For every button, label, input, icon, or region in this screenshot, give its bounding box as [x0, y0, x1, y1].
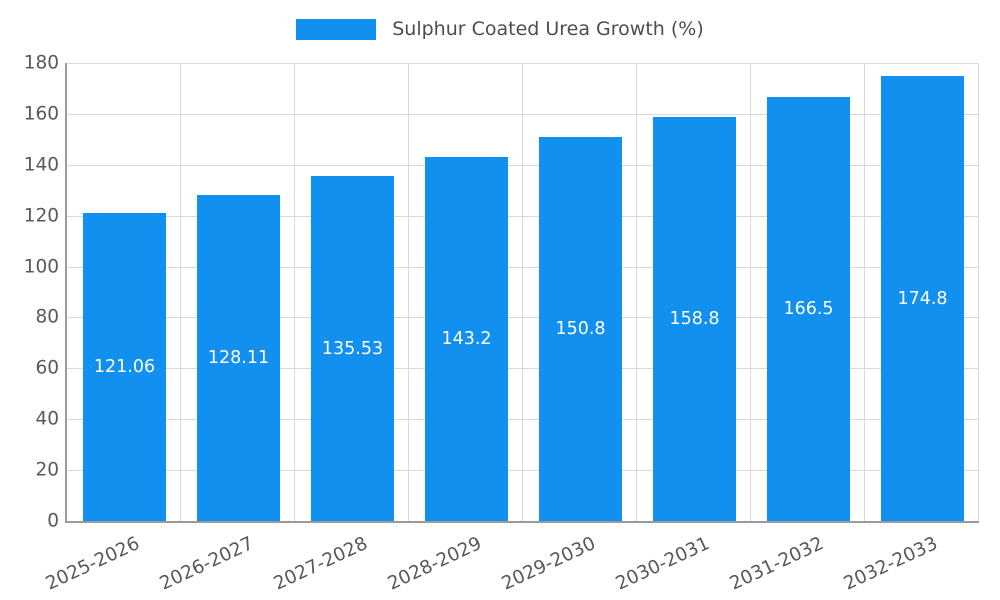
- x-axis-tick-label: 2025-2026: [42, 533, 143, 595]
- x-axis-tick-label: 2032-2033: [840, 533, 941, 595]
- v-gridline: [180, 63, 181, 521]
- bar: 150.8: [539, 137, 622, 521]
- x-axis-tick-label: 2031-2032: [726, 533, 827, 595]
- bar: 166.5: [767, 97, 850, 521]
- v-gridline: [978, 63, 979, 521]
- h-gridline: [67, 470, 979, 472]
- legend-label: Sulphur Coated Urea Growth (%): [392, 18, 704, 40]
- bar: 128.11: [197, 195, 280, 521]
- v-gridline: [522, 63, 523, 521]
- bar-value-label: 174.8: [897, 288, 948, 309]
- v-gridline: [408, 63, 409, 521]
- bar: 121.06: [83, 212, 166, 521]
- x-axis-tick-label: 2027-2028: [270, 533, 371, 595]
- y-axis-tick-label: 40: [35, 408, 59, 430]
- bar: 158.8: [653, 116, 736, 521]
- v-gridline: [864, 63, 865, 521]
- bar: 135.53: [311, 176, 394, 521]
- y-axis-tick-label: 120: [23, 205, 59, 227]
- v-gridline: [294, 63, 295, 521]
- v-gridline: [750, 63, 751, 521]
- h-gridline: [67, 266, 979, 268]
- x-axis-tick-label: 2029-2030: [498, 533, 599, 595]
- y-axis-tick-label: 160: [23, 103, 59, 125]
- bar-value-label: 121.06: [93, 356, 156, 377]
- legend-swatch: [296, 18, 377, 40]
- h-gridline: [67, 215, 979, 217]
- bar-value-label: 166.5: [783, 299, 834, 320]
- bar: 143.2: [425, 156, 508, 521]
- h-gridline: [67, 368, 979, 370]
- bar-value-label: 158.8: [669, 308, 720, 329]
- h-gridline: [67, 419, 979, 421]
- h-gridline: [67, 317, 979, 319]
- h-gridline: [67, 164, 979, 166]
- y-axis-tick-label: 20: [35, 459, 59, 481]
- bar-value-label: 135.53: [321, 338, 384, 359]
- legend: Sulphur Coated Urea Growth (%): [0, 18, 1000, 40]
- x-axis-tick-label: 2026-2027: [156, 533, 257, 595]
- y-axis-tick-label: 60: [35, 357, 59, 379]
- y-axis-tick-label: 100: [23, 256, 59, 278]
- bar: 174.8: [881, 76, 964, 521]
- x-axis-tick-label: 2030-2031: [612, 533, 713, 595]
- y-axis-tick-label: 140: [23, 154, 59, 176]
- y-axis-tick-label: 80: [35, 306, 59, 328]
- h-gridline: [67, 63, 979, 64]
- x-axis-tick-label: 2028-2029: [384, 533, 485, 595]
- bar-value-label: 143.2: [441, 328, 492, 349]
- y-axis-tick-label: 180: [23, 52, 59, 74]
- h-gridline: [67, 113, 979, 115]
- y-axis-tick-label: 0: [47, 510, 59, 532]
- bar-value-label: 128.11: [207, 348, 270, 369]
- bar-value-label: 150.8: [555, 319, 606, 340]
- plot-area: 0 20 40 60 80 100 120 140 160 180 121.06 2025-2026 1…: [24, 53, 979, 595]
- v-gridline: [636, 63, 637, 521]
